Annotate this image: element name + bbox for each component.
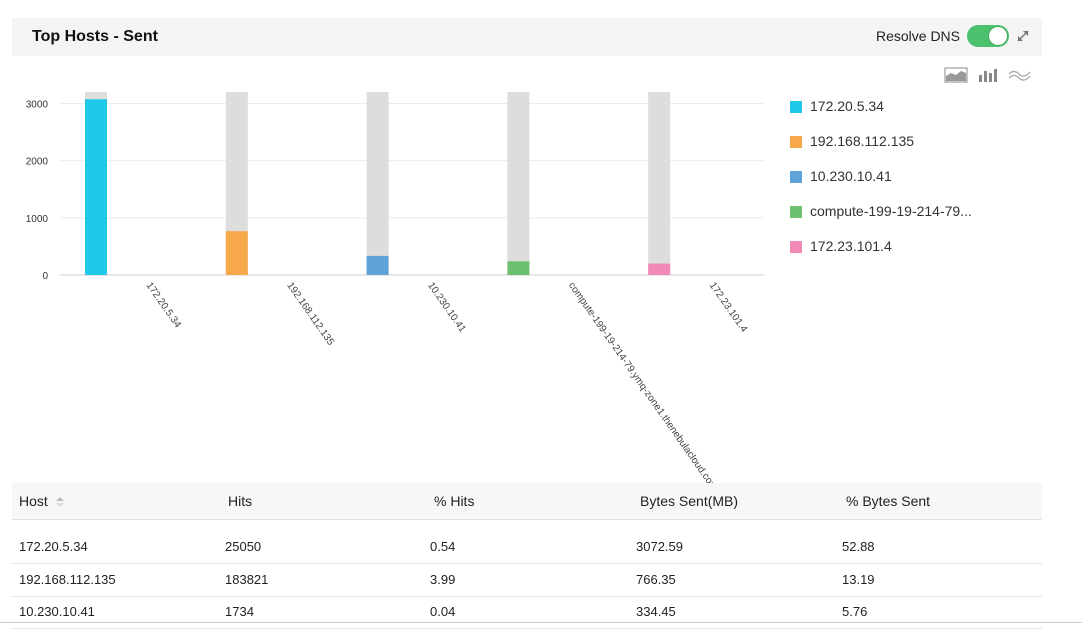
bar-background (366, 92, 389, 275)
legend-item[interactable]: 172.23.101.4 (790, 238, 1030, 258)
y-tick-label: 0 (42, 271, 48, 282)
bar[interactable] (225, 231, 248, 275)
x-tick-label: 192.168.112.135 (284, 280, 336, 348)
column-header-pct-hits[interactable]: % Hits (434, 493, 475, 509)
chart-grid (60, 102, 764, 276)
widget-header: Top Hosts - Sent Resolve DNS (12, 18, 1042, 56)
chart-bars (85, 92, 671, 276)
column-header-pct-bytes-sent[interactable]: % Bytes Sent (846, 493, 931, 509)
cell-host: 172.20.5.34 (19, 539, 88, 554)
column-header-bytes-sent[interactable]: Bytes Sent(MB) (640, 493, 739, 509)
x-tick-label: 10.230.10.41 (425, 280, 468, 334)
cell-pct-hits: 3.99 (430, 572, 456, 587)
widget-panel: Top Hosts - Sent Resolve DNS 0 1000 (12, 18, 1042, 629)
legend-swatch (790, 101, 802, 113)
cell-host: 192.168.112.135 (19, 572, 116, 587)
bar[interactable] (507, 261, 530, 275)
line-chart-icon[interactable] (1008, 66, 1032, 84)
toggle-knob (989, 27, 1007, 45)
y-tick-label: 2000 (26, 157, 49, 168)
legend-label: 172.20.5.34 (810, 98, 884, 114)
bar[interactable] (366, 255, 389, 275)
bar-background (507, 92, 530, 275)
cell-hits: 25050 (225, 539, 262, 554)
cell-hits: 1734 (225, 604, 254, 619)
x-tick-label: 172.20.5.34 (144, 280, 184, 330)
legend-swatch (790, 206, 802, 218)
resolve-dns-toggle[interactable] (967, 25, 1009, 47)
legend-label: compute-199-19-214-79... (810, 203, 972, 219)
bar[interactable] (85, 99, 107, 276)
legend-item[interactable]: 192.168.112.135 (790, 133, 1030, 153)
legend-swatch (790, 171, 802, 183)
legend-label: 192.168.112.135 (810, 133, 915, 149)
column-header-hits[interactable]: Hits (228, 493, 253, 509)
cell-pct-bytes-sent: 13.19 (842, 572, 875, 587)
table-header: Host Hits % Hits Bytes Sent(MB) % Bytes … (12, 483, 1042, 520)
legend-label: 10.230.10.41 (810, 168, 892, 184)
table-row[interactable]: 192.168.112.135 183821 3.99 766.35 13.19 (12, 564, 1042, 597)
legend-item[interactable]: 172.20.5.34 (790, 98, 1030, 118)
y-tick-label: 1000 (26, 214, 49, 225)
chart-type-switcher (944, 66, 1036, 86)
bar-background (225, 92, 248, 275)
column-header-host[interactable]: Host (19, 493, 64, 509)
legend-item[interactable]: compute-199-19-214-79... (790, 203, 1030, 223)
x-tick-label: compute-199-19-214-79.ymq-zone1.thenebul… (566, 280, 719, 488)
legend-swatch (790, 136, 802, 148)
cell-bytes-sent: 766.35 (636, 572, 676, 587)
sort-icon[interactable] (55, 497, 64, 508)
table-row[interactable]: 172.20.5.34 25050 0.54 3072.59 52.88 (12, 531, 1042, 564)
widget-title: Top Hosts - Sent (32, 28, 158, 45)
x-axis-ticks: 172.20.5.34 192.168.112.135 10.230.10.41 co… (144, 280, 750, 488)
resolve-dns-label: Resolve DNS (875, 28, 960, 44)
cell-hits: 183821 (225, 572, 269, 587)
cell-bytes-sent: 334.45 (636, 604, 676, 619)
cell-pct-hits: 0.04 (430, 604, 456, 619)
cell-pct-bytes-sent: 52.88 (842, 539, 875, 554)
y-axis-ticks: 0 1000 2000 3000 (26, 99, 49, 282)
bar-chart: 0 1000 2000 3000 172.20.5.34 192.168.112.135… (26, 92, 764, 488)
area-chart-icon[interactable] (944, 66, 968, 84)
legend-swatch (790, 241, 802, 253)
cell-host: 10.230.10.41 (19, 604, 95, 619)
cell-pct-bytes-sent: 5.76 (842, 604, 868, 619)
table-row[interactable]: 10.230.10.41 1734 0.04 334.45 5.76 (12, 596, 1042, 629)
legend-label: 172.23.101.4 (810, 238, 892, 254)
cell-bytes-sent: 3072.59 (636, 539, 683, 554)
bar-chart-icon[interactable] (976, 66, 1000, 84)
x-tick-label: 172.23.101.4 (707, 280, 750, 334)
bottom-divider (0, 622, 1082, 623)
legend-item[interactable]: 10.230.10.41 (790, 168, 1030, 188)
bar[interactable] (648, 263, 671, 275)
cell-pct-hits: 0.54 (430, 539, 456, 554)
y-tick-label: 3000 (26, 99, 49, 110)
bar-background (648, 92, 671, 275)
column-header-label: Host (19, 493, 48, 509)
expand-icon[interactable] (1016, 29, 1030, 43)
